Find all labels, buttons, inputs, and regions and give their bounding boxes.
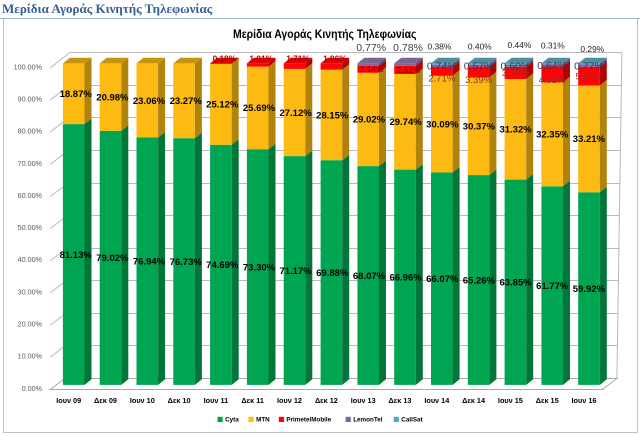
svg-text:3.78%: 3.78% [502, 68, 529, 79]
svg-text:Ιουν 09: Ιουν 09 [56, 396, 81, 405]
svg-text:0.31%: 0.31% [541, 40, 565, 50]
svg-text:25.12%: 25.12% [206, 100, 239, 111]
svg-text:29.02%: 29.02% [353, 115, 386, 126]
svg-text:0.78%: 0.78% [393, 42, 423, 54]
svg-text:76.94%: 76.94% [133, 257, 166, 268]
svg-text:59.92%: 59.92% [573, 284, 606, 295]
svg-text:Ιουν 10: Ιουν 10 [130, 396, 155, 405]
svg-text:74.69%: 74.69% [206, 260, 239, 271]
svg-text:30.37%: 30.37% [463, 122, 496, 133]
svg-text:Δεκ 09: Δεκ 09 [94, 396, 117, 405]
svg-text:CallSat: CallSat [401, 417, 423, 424]
svg-text:0.64%: 0.64% [537, 60, 567, 72]
svg-text:Ιουν 16: Ιουν 16 [572, 396, 597, 405]
svg-text:20.00%: 20.00% [18, 320, 43, 329]
svg-text:1.01%: 1.01% [249, 53, 273, 63]
svg-text:61.77%: 61.77% [536, 281, 569, 292]
svg-text:Δεκ 15: Δεκ 15 [536, 396, 559, 405]
svg-text:63.85%: 63.85% [499, 278, 532, 289]
svg-text:69.88%: 69.88% [316, 268, 349, 279]
svg-text:1.96%: 1.96% [323, 53, 347, 63]
svg-text:Ιουν 15: Ιουν 15 [498, 396, 523, 405]
svg-text:25.69%: 25.69% [243, 103, 276, 114]
svg-text:0.44%: 0.44% [508, 40, 532, 50]
svg-text:LemonTel: LemonTel [353, 417, 383, 424]
svg-text:23.27%: 23.27% [170, 96, 203, 107]
svg-text:10.00%: 10.00% [18, 352, 43, 361]
svg-text:73.30%: 73.30% [243, 262, 276, 273]
svg-text:27.12%: 27.12% [279, 108, 312, 119]
svg-text:Ιουν 12: Ιουν 12 [277, 396, 302, 405]
svg-text:0.77%: 0.77% [356, 42, 386, 54]
svg-text:80.00%: 80.00% [18, 127, 43, 136]
svg-text:60.00%: 60.00% [18, 191, 43, 200]
svg-text:2.14%: 2.14% [360, 64, 384, 74]
svg-text:Ιουν 14: Ιουν 14 [424, 396, 450, 405]
svg-text:3.39%: 3.39% [465, 75, 492, 86]
svg-text:71.17%: 71.17% [279, 266, 312, 277]
svg-text:0.29%: 0.29% [580, 44, 604, 54]
svg-text:Δεκ 10: Δεκ 10 [168, 396, 191, 405]
svg-text:68.07%: 68.07% [353, 271, 386, 282]
svg-text:0.00%: 0.00% [22, 384, 43, 393]
svg-text:0.77%: 0.77% [574, 60, 604, 72]
svg-text:0.19%: 0.19% [213, 53, 237, 63]
svg-text:90.00%: 90.00% [18, 95, 43, 104]
svg-text:23.06%: 23.06% [133, 96, 166, 107]
svg-text:Δεκ 14: Δεκ 14 [462, 396, 486, 405]
svg-text:32.35%: 32.35% [536, 130, 569, 141]
svg-text:Cyta: Cyta [225, 417, 239, 424]
svg-text:Μερίδια Αγοράς Κινητής Τηλεφων: Μερίδια Αγοράς Κινητής Τηλεφωνίας [233, 27, 417, 41]
svg-text:65.26%: 65.26% [463, 275, 496, 286]
svg-text:66.07%: 66.07% [426, 274, 459, 285]
svg-text:28.15%: 28.15% [316, 110, 349, 121]
svg-text:PrimetelMobile: PrimetelMobile [286, 417, 331, 424]
svg-text:1.71%: 1.71% [286, 53, 310, 63]
svg-text:0.57%: 0.57% [464, 60, 494, 72]
svg-text:33.21%: 33.21% [573, 134, 606, 145]
svg-text:40.00%: 40.00% [18, 255, 43, 264]
svg-text:30.00%: 30.00% [18, 287, 43, 296]
svg-text:Δεκ 13: Δεκ 13 [389, 396, 412, 405]
svg-text:79.02%: 79.02% [96, 253, 129, 264]
svg-text:0.60%: 0.60% [501, 61, 531, 73]
svg-text:4.92%: 4.92% [539, 75, 566, 86]
svg-text:Δεκ 11: Δεκ 11 [241, 396, 264, 405]
svg-text:Δεκ 12: Δεκ 12 [315, 396, 338, 405]
svg-text:20.98%: 20.98% [96, 92, 129, 103]
svg-text:18.87%: 18.87% [60, 89, 93, 100]
svg-text:81.13%: 81.13% [60, 250, 93, 261]
svg-text:Ιουν 13: Ιουν 13 [351, 396, 376, 405]
svg-text:70.00%: 70.00% [18, 159, 43, 168]
svg-text:MTN: MTN [256, 417, 270, 424]
svg-text:31.32%: 31.32% [499, 125, 532, 136]
svg-text:0.40%: 0.40% [468, 41, 492, 51]
svg-text:30.09%: 30.09% [426, 119, 459, 130]
svg-text:0.38%: 0.38% [428, 42, 452, 52]
svg-text:66.96%: 66.96% [389, 273, 422, 284]
svg-text:50.00%: 50.00% [18, 223, 43, 232]
svg-text:5.81%: 5.81% [576, 71, 603, 82]
svg-text:100.00%: 100.00% [14, 62, 43, 71]
svg-text:2.71%: 2.71% [428, 74, 455, 85]
svg-text:0.74%: 0.74% [427, 61, 457, 73]
svg-text:2.52%: 2.52% [397, 65, 421, 75]
svg-text:Ιουν 11: Ιουν 11 [204, 396, 229, 405]
svg-text:76.73%: 76.73% [170, 257, 203, 268]
svg-text:29.74%: 29.74% [389, 117, 422, 128]
